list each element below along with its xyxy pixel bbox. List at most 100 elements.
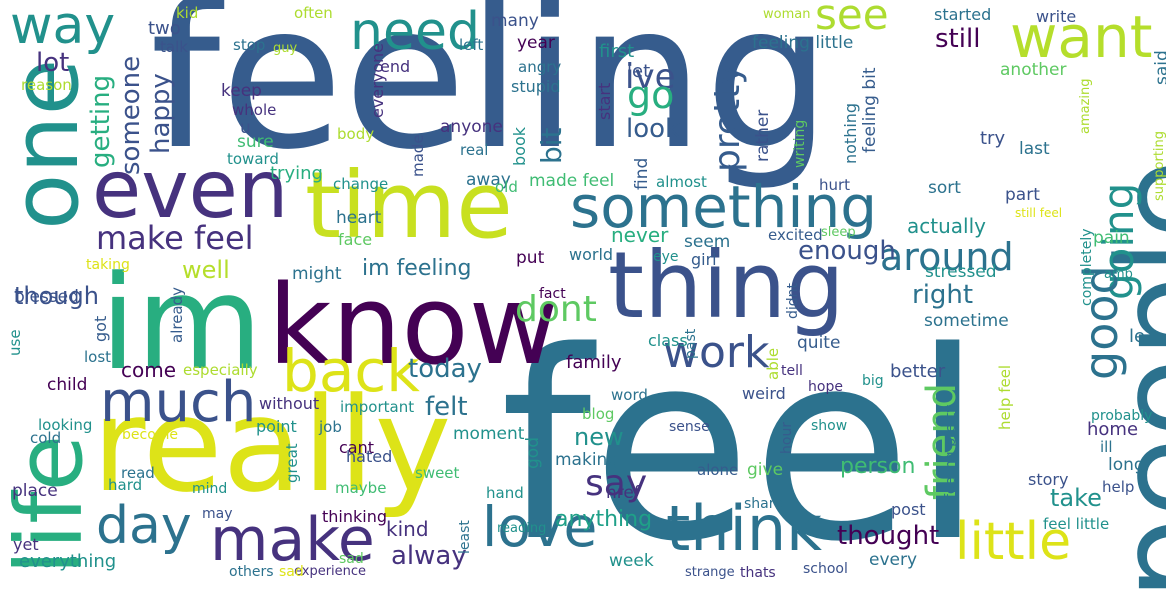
word-anything: anything [555,507,653,532]
word-well: well [182,256,230,284]
word-trying: trying [270,163,323,184]
word-keep: keep [221,81,262,101]
word-story: story [1028,470,1069,489]
word-bit: bit [535,127,568,164]
word-start: start [595,82,614,120]
word-often: often [294,4,333,22]
word-put: put [516,248,545,268]
word-strange: strange [685,565,735,580]
word-time: time [305,152,513,259]
word-job: job [319,418,342,436]
word-le: le [1129,326,1146,347]
word-every: every [869,550,918,570]
word-sense: sense [669,419,710,435]
word-right: right [912,280,974,310]
word-today: today [408,354,482,384]
word-part: part [1005,185,1040,205]
word-making: making [555,450,619,470]
word-happy: happy [146,73,176,154]
word-try: try [980,128,1006,149]
word-way: way [10,0,116,56]
word-point: point [256,417,297,436]
word-made-feel: made feel [529,171,615,191]
word-important: important [340,398,415,416]
word-able: able [764,347,782,380]
word-big: big [862,373,884,389]
word-sad: sad [339,551,364,567]
word-school: school [803,561,848,577]
word-another: another [1000,60,1067,80]
word-already: already [168,286,186,343]
word-pain: pain [1093,228,1130,248]
word-angry: angry [518,58,562,76]
word-im-feeling: im feeling [362,256,472,281]
word-world: world [569,245,614,264]
word-away: away [466,170,511,190]
word-woman: woman [763,7,811,22]
word-see: see [815,0,889,39]
word-take: take [1050,484,1102,512]
word-almost: almost [656,173,707,191]
word-im: im [100,247,263,399]
word-feeling-little: feeling little [752,33,854,53]
word-felt: felt [425,392,468,422]
word-everything: everything [19,551,117,572]
word-girl: girl [691,250,717,269]
word-fact: fact [539,286,566,302]
word-hour: hour [779,421,795,454]
word-person: person [840,454,916,479]
word-others: others [229,564,274,580]
word-reading: reading [497,521,547,536]
word-actually: actually [907,214,986,238]
word-talk: talk [160,38,188,56]
word-great: great [283,443,301,483]
word-got: got [91,315,110,342]
word-much: much [100,370,257,435]
word-day: day [96,496,192,556]
word-lot: lot [36,48,70,78]
word-read: read [121,464,155,482]
word-experience: experience [294,564,367,579]
word-looking: looking [38,416,93,434]
word-quite: quite [797,333,841,353]
word-help-feel: help feel [996,364,1014,430]
word-blog: blog [582,405,615,423]
word-though: though [14,282,99,310]
word-probably: probably [1091,408,1153,424]
word-sometime: sometime [924,311,1009,331]
word-god: god [523,437,543,469]
word-two: two [148,18,181,39]
word-hard: hard [108,476,143,494]
word-seem: seem [684,232,731,252]
word-face: face [338,230,373,249]
word-reason: reason [21,76,72,94]
word-made: made [409,134,427,177]
word-whole: whole [232,101,277,119]
word-end: end [380,57,411,76]
word-stop: stop [233,36,266,54]
word-week: week [609,551,654,571]
word-old: old [495,178,518,196]
word-tell: tell [781,363,803,379]
word-writing: writing [792,119,808,168]
word-kind: kind [386,517,429,541]
word-make-feel: make feel [96,219,254,257]
word-give: give [747,460,784,480]
word-feel: feel [500,297,984,590]
word-change: change [333,175,389,193]
word-new: new [574,423,624,451]
word-blessed: blessed [14,287,79,307]
word-kid: kid [176,4,199,22]
word-cant: cant [339,438,375,457]
word-even: even [92,143,289,236]
word-love: love [482,495,598,559]
word-maybe: maybe [335,479,387,497]
word-come: come [121,358,177,382]
word-weird: weird [742,384,786,403]
word-know: know [268,261,559,389]
word-alway: alway [391,541,467,571]
word-supporting: supporting [1152,130,1166,201]
word-everyone: everyone [368,43,387,118]
word-class: class [648,331,688,350]
